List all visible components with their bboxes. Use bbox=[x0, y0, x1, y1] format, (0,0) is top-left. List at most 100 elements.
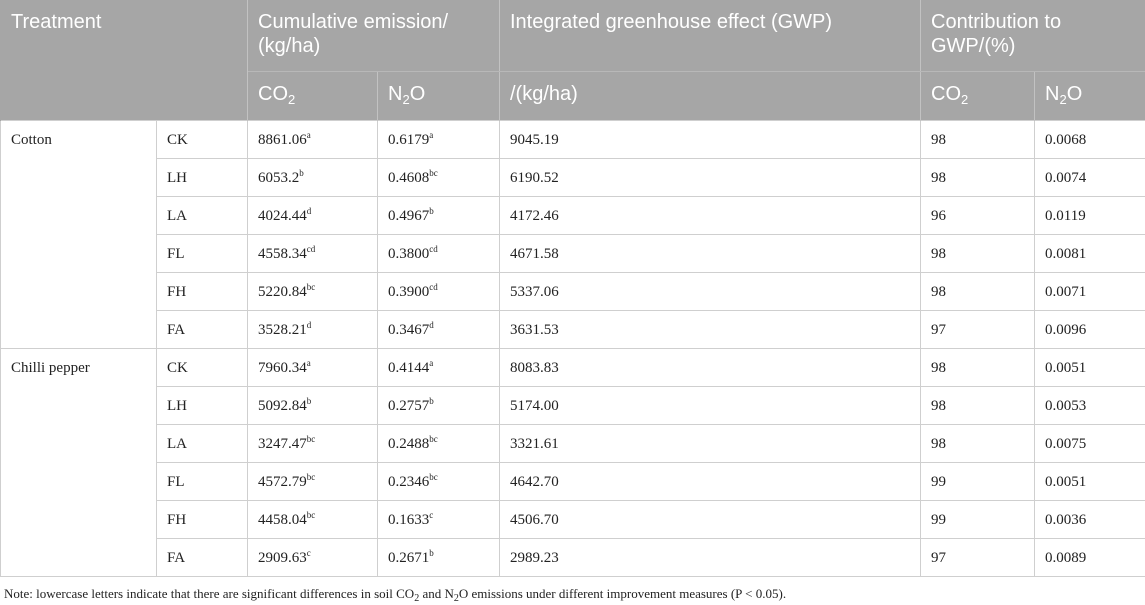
pct-co2-cell: 99 bbox=[920, 462, 1035, 501]
co2-cell: 7960.34a bbox=[247, 348, 378, 387]
pct-n2o-cell: 0.0089 bbox=[1033, 538, 1145, 577]
co2-significance: b bbox=[299, 167, 304, 178]
pct-n2o-cell: 0.0053 bbox=[1033, 386, 1145, 425]
emissions-table: Treatment Cumulative emission/ (kg/ha) I… bbox=[0, 0, 1145, 577]
co2-cell: 5220.84bc bbox=[247, 272, 378, 311]
co2-value: 3247.47 bbox=[258, 435, 307, 452]
co2-value: 2909.63 bbox=[258, 549, 307, 566]
table-row: Chilli pepper CK 7960.34a 0.4144a 8083.83 98 0… bbox=[0, 348, 1145, 577]
n2o-significance: b bbox=[429, 395, 434, 406]
n2o-significance: bc bbox=[429, 167, 438, 178]
n2o-cell: 0.4144a bbox=[377, 348, 500, 387]
n2o-value: 0.2346 bbox=[388, 473, 430, 490]
n2o-cell: 0.3800cd bbox=[377, 234, 500, 273]
co2-significance: bc bbox=[306, 471, 316, 482]
pct-co2-cell: 97 bbox=[920, 538, 1035, 577]
table-note: Note: lowercase letters indicate that th… bbox=[4, 586, 787, 604]
co2-value: 7960.34 bbox=[258, 359, 307, 376]
pct-co2-cell: 98 bbox=[920, 424, 1035, 463]
n2o-significance: bc bbox=[429, 471, 438, 482]
table-row: FA 2909.63c 0.2671b 2989.23 97 0.0089 bbox=[1, 538, 1145, 577]
pct-n2o-cell: 0.0075 bbox=[1033, 424, 1145, 463]
treatment-cell: LH bbox=[156, 386, 248, 425]
n2o-value: 0.3467 bbox=[388, 321, 430, 338]
n2o-significance: cd bbox=[429, 281, 438, 292]
table-row: FA 3528.21d 0.3467d 3631.53 97 0.0096 bbox=[1, 310, 1145, 349]
co2-value: 4024.44 bbox=[258, 207, 307, 224]
co2-significance: cd bbox=[306, 243, 316, 254]
pct-co2-cell: 98 bbox=[920, 386, 1035, 425]
n2o-significance: a bbox=[429, 129, 434, 140]
treatment-cell: LA bbox=[156, 196, 248, 235]
n2o-value: 0.2757 bbox=[388, 397, 430, 414]
pct-n2o-cell: 0.0081 bbox=[1033, 234, 1145, 273]
gwp-cell: 5337.06 bbox=[499, 272, 921, 311]
co2-significance: bc bbox=[306, 281, 316, 292]
gwp-cell: 3321.61 bbox=[499, 424, 921, 463]
table-row: LA 3247.47 bc 0.2488bc 3321.61 98 0.0075 bbox=[1, 424, 1145, 463]
n2o-value: 0.2671 bbox=[388, 549, 430, 566]
co2-significance: b bbox=[306, 395, 312, 406]
n2o-significance: c bbox=[429, 509, 434, 520]
pct-co2-cell: 98 bbox=[920, 272, 1035, 311]
n2o-cell: 0.3467d bbox=[377, 310, 500, 349]
n2o-value: 0.2488 bbox=[388, 435, 430, 452]
co2-value: 4572.79 bbox=[258, 473, 307, 490]
co2-value: 6053.2 bbox=[258, 169, 300, 186]
pct-n2o-cell: 0.0071 bbox=[1033, 272, 1145, 311]
pct-n2o-cell: 0.0051 bbox=[1033, 462, 1145, 501]
treatment-cell: FA bbox=[156, 310, 248, 349]
n2o-significance: bc bbox=[429, 433, 438, 444]
header-contribution: Contribution to GWP/(%) bbox=[919, 0, 1145, 72]
co2-cell: 4024.44d bbox=[247, 196, 378, 235]
co2-significance: d bbox=[306, 205, 312, 216]
n2o-cell: 0.4608bc bbox=[377, 158, 500, 197]
n2o-value: 0.3900 bbox=[388, 283, 430, 300]
header-cumulative-emission: Cumulative emission/ (kg/ha) bbox=[247, 0, 500, 72]
pct-co2-cell: 98 bbox=[920, 348, 1035, 387]
n2o-cell: 0.2671b bbox=[377, 538, 500, 577]
pct-co2-cell: 97 bbox=[920, 310, 1035, 349]
n2o-cell: 0.2488bc bbox=[377, 424, 500, 463]
header-treatment: Treatment bbox=[0, 0, 248, 121]
co2-value: 5092.84 bbox=[258, 397, 307, 414]
table-row: FH 4458.04bc 0.1633c 4506.70 99 0.0036 bbox=[1, 500, 1145, 539]
header-contribution-co2: CO2 bbox=[920, 71, 1035, 121]
n2o-cell: 0.1633c bbox=[377, 500, 500, 539]
co2-significance: bc bbox=[306, 509, 316, 520]
co2-value: 8861.06 bbox=[258, 131, 307, 148]
pct-n2o-cell: 0.0051 bbox=[1033, 348, 1145, 387]
n2o-significance: b bbox=[429, 547, 434, 558]
pct-co2-cell: 98 bbox=[920, 120, 1035, 159]
table-row: LA 4024.44d 0.4967b 4172.46 96 0.0119 bbox=[1, 196, 1145, 235]
treatment-cell: FL bbox=[156, 462, 248, 501]
gwp-cell: 8083.83 bbox=[499, 348, 921, 387]
gwp-cell: 6190.52 bbox=[499, 158, 921, 197]
n2o-value: 0.4608 bbox=[388, 169, 430, 186]
treatment-cell: FL bbox=[156, 234, 248, 273]
header-gwp-unit: /(kg/ha) bbox=[499, 71, 921, 121]
co2-cell: 8861.06a bbox=[247, 120, 378, 159]
gwp-cell: 3631.53 bbox=[499, 310, 921, 349]
n2o-cell: 0.2757b bbox=[377, 386, 500, 425]
n2o-significance: b bbox=[429, 205, 434, 216]
co2-cell: 4558.34cd bbox=[247, 234, 378, 273]
pct-co2-cell: 98 bbox=[920, 158, 1035, 197]
co2-value: 4458.04 bbox=[258, 511, 307, 528]
n2o-cell: 0.6179a bbox=[377, 120, 500, 159]
treatment-cell: LH bbox=[156, 158, 248, 197]
treatment-cell: CK bbox=[156, 348, 248, 387]
pct-co2-cell: 98 bbox=[920, 234, 1035, 273]
treatment-cell: CK bbox=[156, 120, 248, 159]
n2o-value: 0.3800 bbox=[388, 245, 430, 262]
n2o-cell: 0.4967b bbox=[377, 196, 500, 235]
pct-co2-cell: 96 bbox=[920, 196, 1035, 235]
table-row: FH 5220.84bc 0.3900cd 5337.06 98 0.0071 bbox=[1, 272, 1145, 311]
treatment-cell: LA bbox=[156, 424, 248, 463]
table-row: FL 4572.79bc 0.2346bc 4642.70 99 0.0051 bbox=[1, 462, 1145, 501]
header-gwp: Integrated greenhouse effect (GWP) bbox=[499, 0, 921, 72]
table-row: LH 6053.2b 0.4608bc 6190.52 98 0.0074 bbox=[1, 158, 1145, 197]
gwp-cell: 5174.00 bbox=[499, 386, 921, 425]
group-label: Cotton bbox=[0, 120, 157, 349]
pct-n2o-cell: 0.0074 bbox=[1033, 158, 1145, 197]
